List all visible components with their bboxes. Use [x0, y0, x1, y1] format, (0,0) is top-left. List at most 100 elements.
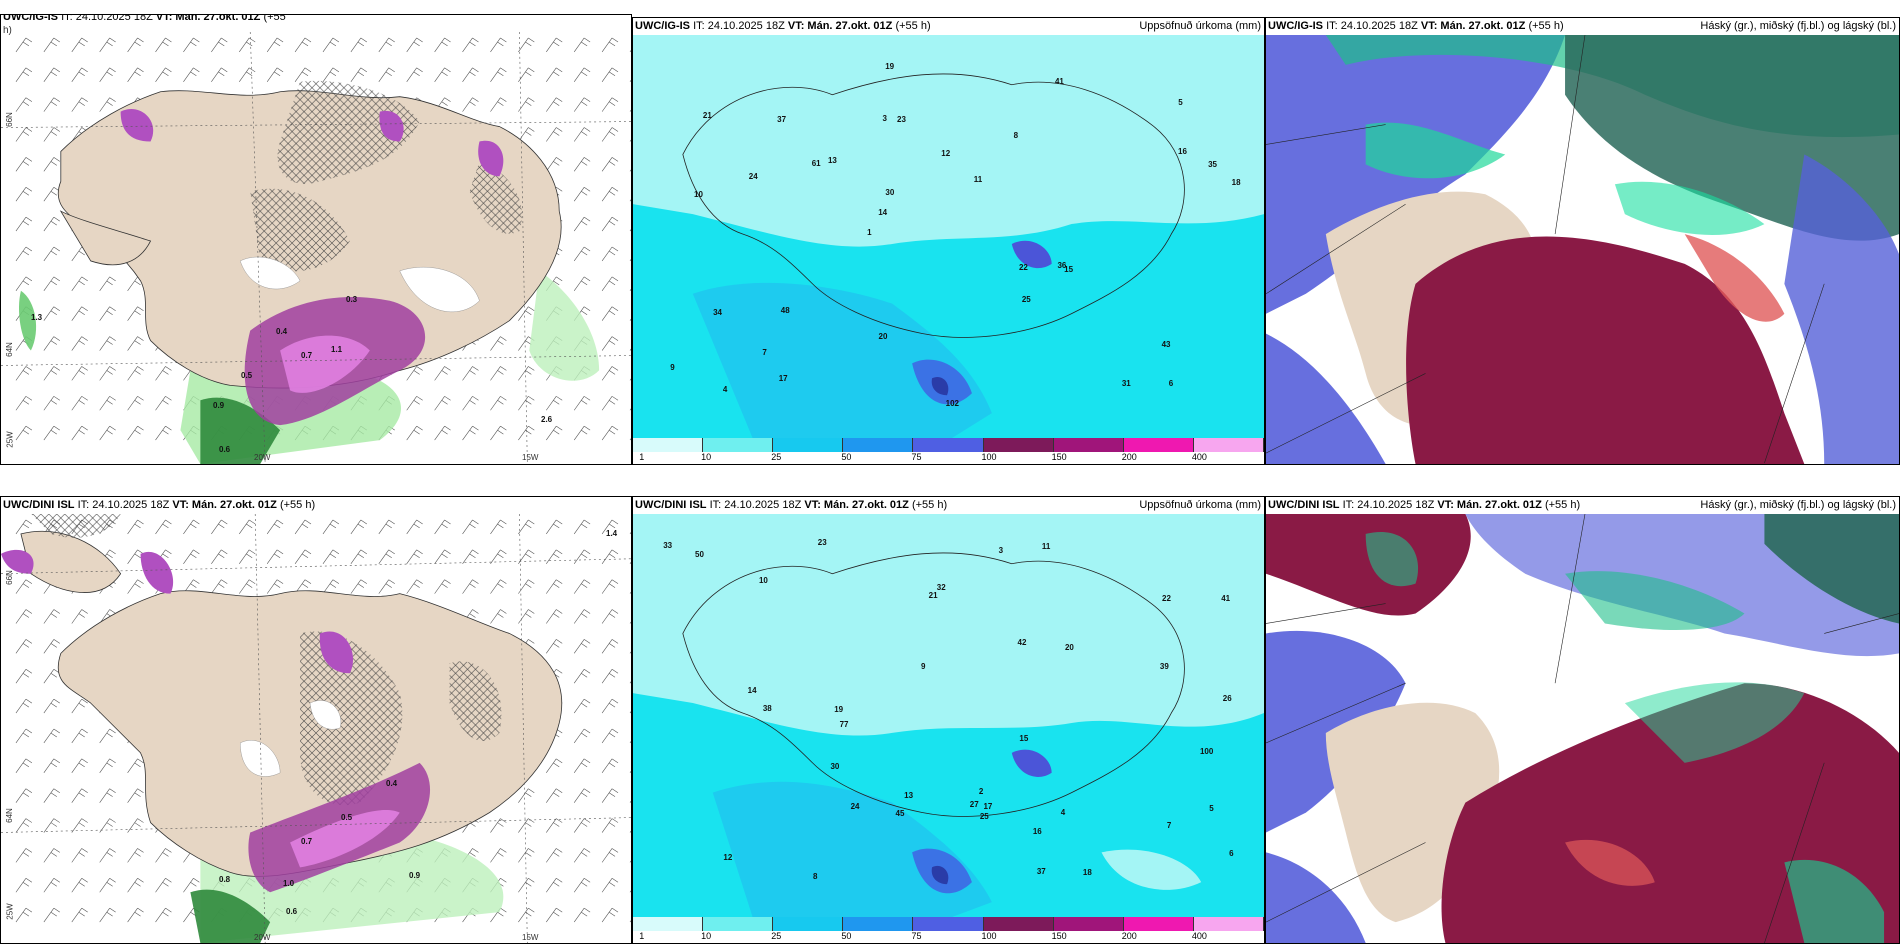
station-precip-value: 3 [882, 113, 887, 123]
panel-header: UWC/DINI ISL IT: 24.10.2025 18Z VT: Mán.… [1, 497, 631, 514]
precip-value: 0.3 [346, 295, 358, 304]
station-precip-value: 21 [702, 110, 712, 120]
precip-value: 0.6 [219, 445, 231, 454]
legend-swatch [913, 917, 984, 931]
model-title: UWC/IG-IS [635, 20, 690, 32]
station-precip-value: 7 [1166, 821, 1172, 831]
station-precip-value: 14 [878, 208, 888, 218]
station-precip-value: 36 [1057, 260, 1067, 270]
station-precip-value: 18 [1231, 178, 1241, 188]
station-precip-value: 26 [1222, 693, 1232, 703]
legend-swatch [1193, 438, 1264, 452]
lat-label-64n: 64N [4, 342, 14, 357]
station-precip-value: 30 [830, 761, 840, 771]
legend-colorbar [633, 917, 1264, 931]
panel-bottom-left: UWC/DINI ISL IT: 24.10.2025 18Z VT: Mán.… [0, 496, 632, 944]
panel-top-right: UWC/IG-IS IT: 24.10.2025 18Z VT: Mán. 27… [1265, 17, 1900, 465]
station-precip-value: 8 [813, 871, 818, 881]
precip-value: 2.6 [541, 415, 553, 424]
model-title: UWC/DINI ISL [3, 499, 75, 511]
precip-value: 1.0 [283, 879, 295, 888]
precip-value: 0.5 [341, 813, 353, 822]
station-precip-value: 32 [936, 582, 946, 592]
precip-value: 0.6 [286, 907, 298, 916]
panel-top-middle: UWC/IG-IS IT: 24.10.2025 18Z VT: Mán. 27… [632, 17, 1265, 465]
precip-value: 0.8 [219, 875, 231, 884]
station-precip-value: 77 [839, 719, 849, 729]
station-precip-value: 24 [850, 801, 860, 811]
map-precip-wind [1, 514, 631, 943]
legend-swatch [633, 438, 704, 452]
map-field-title: Háský (gr.), miðský (fj.bl.) og lágský (… [1700, 20, 1896, 32]
station-precip-value: 24 [748, 171, 758, 181]
map-accumulated-precip [633, 514, 1264, 917]
legend-swatch [1123, 438, 1194, 452]
station-precip-value: 38 [762, 704, 772, 714]
precip-legend: 1 10 25 50 75 100 150 200 400 [633, 438, 1264, 464]
station-precip-value: 17 [983, 801, 993, 811]
legend-swatch [773, 438, 844, 452]
station-precip-value: 1 [867, 228, 872, 238]
lon-label-25w: 25W [5, 431, 15, 448]
station-precip-value: 9 [670, 363, 675, 373]
station-precip-value: 37 [777, 115, 787, 125]
map-field-title: Uppsöfnuð úrkoma (mm) [1139, 20, 1261, 32]
precip-value: 0.4 [276, 327, 288, 336]
map-field-title: Háský (gr.), miðský (fj.bl.) og lágský (… [1700, 499, 1896, 511]
station-precip-value: 42 [1017, 638, 1027, 648]
lat-label-64n: 64N [4, 808, 14, 823]
init-time: IT: 24.10.2025 18Z [61, 14, 153, 23]
precip-value: 0.4 [386, 779, 398, 788]
station-precip-value: 3 [998, 546, 1004, 556]
station-precip-value: 23 [897, 114, 906, 124]
map-cloud-cover [1266, 514, 1899, 943]
legend-tick-label: 150 [1051, 931, 1067, 941]
model-title: UWC/IG-IS [3, 14, 58, 23]
station-precip-value: 13 [904, 791, 914, 801]
precip-legend: 1 10 25 50 75 100 150 200 400 [633, 917, 1264, 943]
legend-tick-label: 150 [1051, 452, 1067, 462]
station-precip-value: 14 [747, 686, 757, 695]
lat-label-66n: 66N [4, 112, 14, 127]
station-precip-value: 21 [928, 590, 938, 600]
legend-tick-label: 10 [701, 931, 712, 941]
panel-bottom-right: UWC/DINI ISL IT: 24.10.2025 18Z VT: Mán.… [1265, 496, 1900, 944]
station-precip-value: 102 [945, 398, 959, 408]
map-cloud-cover [1266, 35, 1899, 464]
panel-top-left: UWC/IG-IS IT: 24.10.2025 18Z VT: Mán. 27… [0, 14, 632, 465]
legend-tick-label: 25 [771, 931, 782, 941]
precip-value: 0.7 [301, 837, 313, 846]
station-precip-value: 43 [1161, 339, 1171, 349]
station-precip-value: 27 [969, 799, 979, 809]
panel-header: UWC/IG-IS IT: 24.10.2025 18Z VT: Mán. 27… [633, 18, 1264, 35]
station-precip-value: 61 [811, 158, 821, 168]
model-title: UWC/DINI ISL [635, 499, 707, 511]
init-time: IT: 24.10.2025 18Z [693, 20, 785, 32]
legend-swatch [703, 438, 774, 452]
lead-time: (+55 h) [279, 499, 316, 511]
legend-colorbar [633, 438, 1264, 452]
station-precip-value: 22 [1162, 594, 1171, 604]
station-precip-value: 6 [1229, 848, 1234, 858]
lon-label-25w: 25W [5, 903, 15, 920]
station-precip-value: 19 [885, 62, 895, 72]
station-precip-value: 10 [694, 189, 703, 199]
init-time: IT: 24.10.2025 18Z [709, 499, 802, 511]
legend-ticks: 1 10 25 50 75 100 150 200 400 [633, 452, 1264, 464]
legend-swatch [1053, 917, 1124, 931]
legend-tick-label: 100 [981, 452, 997, 462]
legend-tick-label: 10 [701, 452, 712, 462]
station-precip-value: 6 [1168, 379, 1174, 389]
legend-tick-label: 25 [771, 452, 782, 462]
precip-value: 1.3 [31, 313, 43, 322]
precip-value: 0.9 [213, 401, 225, 410]
station-precip-value: 4 [1060, 808, 1066, 818]
lon-label-15w: 15W [522, 453, 539, 462]
legend-swatch [1193, 917, 1264, 931]
station-precip-value: 20 [1064, 642, 1074, 652]
station-precip-value: 11 [973, 174, 983, 184]
lon-label-20w: 20W [254, 453, 271, 462]
lon-label-20w: 20W [254, 933, 271, 942]
station-precip-value: 34 [713, 308, 722, 318]
legend-swatch [983, 438, 1054, 452]
